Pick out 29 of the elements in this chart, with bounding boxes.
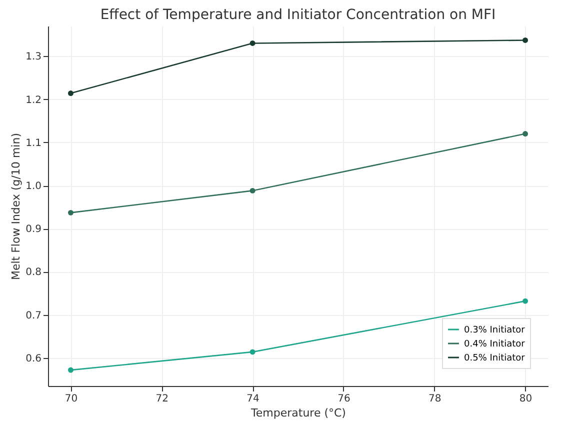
point — [522, 131, 528, 137]
point — [68, 367, 74, 373]
y-axis-title: Melt Flow Index (g/10 min) — [10, 132, 23, 280]
point — [68, 90, 74, 96]
point — [68, 210, 74, 216]
y-tick-label: 0.7 — [26, 310, 42, 322]
x-tick-label: 78 — [428, 394, 442, 404]
y-tick-label: 1.3 — [26, 52, 42, 63]
chart-title: Effect of Temperature and Initiator Concentration on MFI — [100, 7, 496, 23]
legend-label: 0.4% Initiator — [464, 340, 526, 350]
y-tick-label: 1.2 — [26, 94, 42, 106]
x-axis-title: Temperature (°C) — [250, 406, 346, 420]
point — [250, 40, 256, 46]
x-tick-label: 72 — [156, 394, 169, 404]
point — [250, 188, 256, 194]
x-tick-label: 74 — [246, 394, 260, 404]
x-tick-label: 76 — [338, 394, 350, 404]
y-tick-label: 0.6 — [26, 353, 42, 364]
legend-label: 0.3% Initiator — [464, 326, 526, 336]
legend-label: 0.5% Initiator — [464, 354, 526, 364]
y-tick-label: 0.9 — [26, 224, 42, 236]
y-tick-label: 1.0 — [26, 181, 42, 192]
point — [522, 298, 528, 304]
y-tick-label: 1.1 — [26, 138, 42, 149]
y-tick-label: 0.8 — [26, 267, 42, 278]
x-tick-label: 80 — [519, 394, 532, 404]
x-tick-label: 70 — [64, 394, 78, 404]
point — [250, 349, 256, 355]
point — [522, 37, 528, 43]
